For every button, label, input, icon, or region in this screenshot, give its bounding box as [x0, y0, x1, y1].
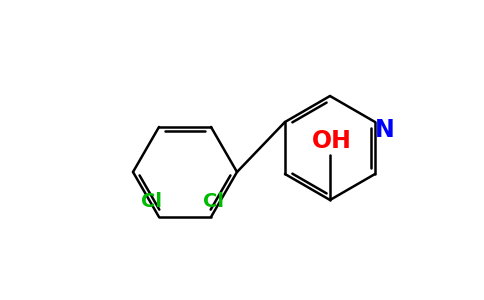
Text: Cl: Cl: [202, 191, 224, 211]
Text: OH: OH: [312, 129, 352, 153]
Text: N: N: [375, 118, 395, 142]
Text: Cl: Cl: [140, 191, 162, 211]
